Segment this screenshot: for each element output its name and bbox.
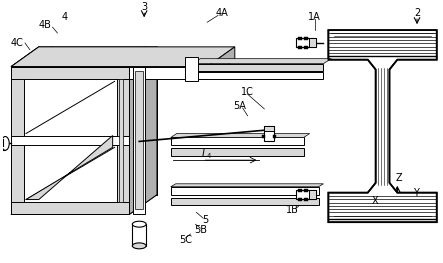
Polygon shape — [129, 47, 157, 214]
Bar — [298, 189, 302, 192]
Text: 1A: 1A — [308, 12, 321, 22]
Bar — [296, 38, 315, 47]
Bar — [0, 136, 5, 150]
Text: X: X — [371, 195, 378, 206]
Bar — [298, 198, 302, 200]
Bar — [304, 37, 308, 40]
Bar — [264, 126, 274, 141]
Bar — [11, 67, 129, 79]
Bar — [192, 64, 323, 70]
Text: 5C: 5C — [179, 235, 192, 245]
Bar — [117, 67, 129, 214]
Text: Z: Z — [396, 173, 403, 183]
Text: 4C: 4C — [11, 38, 23, 48]
Text: 2: 2 — [414, 8, 420, 18]
Bar — [273, 135, 276, 139]
Text: 4: 4 — [61, 12, 67, 22]
Text: 3: 3 — [141, 2, 147, 12]
Polygon shape — [11, 47, 235, 67]
Text: 5: 5 — [202, 215, 208, 225]
Bar — [171, 148, 304, 156]
Bar — [144, 47, 157, 195]
Text: 4A: 4A — [216, 8, 229, 18]
Text: 5B: 5B — [194, 225, 207, 235]
Bar — [304, 46, 308, 49]
Text: 1B: 1B — [285, 205, 299, 215]
Text: 5A: 5A — [233, 101, 246, 111]
Bar — [192, 73, 323, 79]
Bar — [298, 37, 302, 40]
Bar — [171, 198, 319, 205]
Polygon shape — [192, 59, 331, 64]
Bar — [39, 116, 157, 126]
Bar — [298, 46, 302, 49]
Bar — [135, 72, 143, 209]
Bar — [264, 126, 274, 131]
Bar — [39, 47, 51, 195]
Bar — [171, 138, 304, 145]
Bar — [133, 67, 145, 214]
Bar — [39, 182, 157, 195]
Bar — [309, 190, 315, 199]
Bar — [171, 187, 319, 195]
Polygon shape — [11, 67, 129, 214]
Bar — [304, 189, 308, 192]
Text: Y: Y — [413, 189, 419, 199]
Bar — [309, 38, 315, 47]
Polygon shape — [26, 135, 113, 200]
Bar — [93, 47, 103, 195]
Polygon shape — [328, 30, 437, 222]
Polygon shape — [207, 47, 235, 79]
Bar — [132, 224, 146, 246]
Bar — [129, 67, 207, 79]
Ellipse shape — [1, 136, 9, 150]
Ellipse shape — [132, 221, 146, 227]
Polygon shape — [171, 184, 323, 187]
Polygon shape — [171, 134, 310, 138]
Bar — [11, 135, 129, 145]
Polygon shape — [11, 47, 157, 67]
Bar — [39, 47, 157, 60]
Polygon shape — [39, 47, 157, 195]
Text: 1C: 1C — [241, 87, 254, 97]
Bar — [11, 67, 24, 214]
Bar — [185, 57, 198, 81]
Bar — [262, 135, 265, 139]
Bar — [11, 201, 129, 214]
Text: $L_4$: $L_4$ — [201, 147, 212, 161]
Ellipse shape — [132, 243, 146, 249]
Bar — [119, 79, 123, 201]
Bar — [296, 190, 315, 199]
Bar — [304, 198, 308, 200]
Text: 4B: 4B — [38, 20, 51, 30]
